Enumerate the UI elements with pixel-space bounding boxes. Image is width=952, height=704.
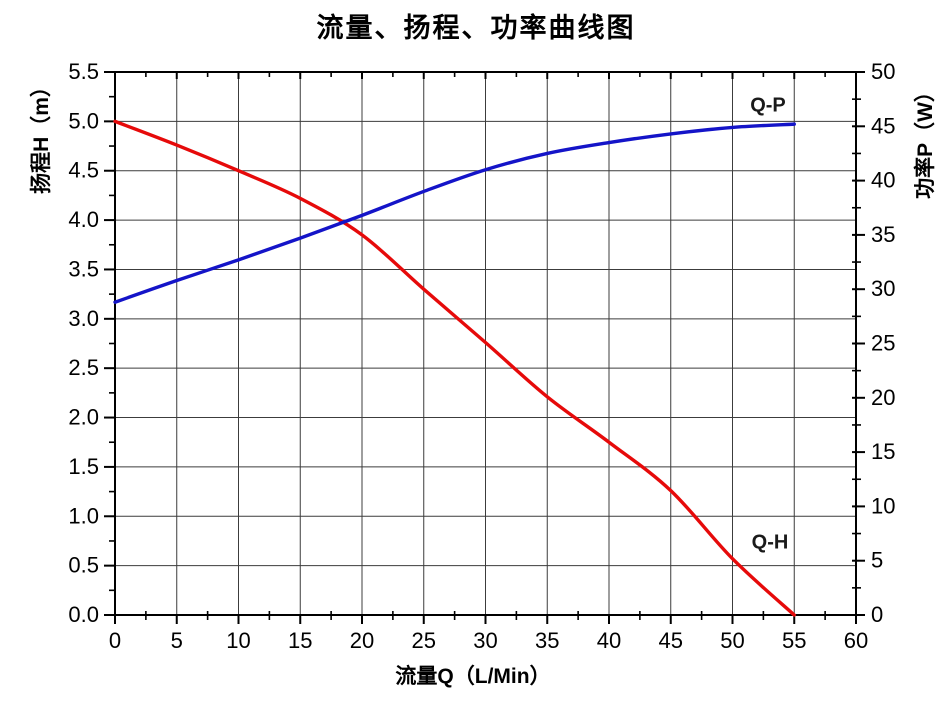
y-right-tick-label: 45 <box>871 113 895 138</box>
y-right-tick-label: 0 <box>871 602 883 627</box>
y-left-tick-label: 4.0 <box>68 207 99 232</box>
y-left-tick-label: 1.5 <box>68 454 99 479</box>
y-left-tick-label: 0.5 <box>68 553 99 578</box>
y-left-tick-label: 2.0 <box>68 405 99 430</box>
y-axis-left-title: 扬程H（m） <box>30 76 53 194</box>
x-tick-label: 15 <box>288 628 312 653</box>
qh-curve <box>113 119 796 617</box>
y-left-tick-label: 3.0 <box>68 306 99 331</box>
y-right-tick-label: 5 <box>871 548 883 573</box>
x-axis-title: 流量Q（L/Min） <box>395 665 551 688</box>
y-left-tick-label: 0.0 <box>68 602 99 627</box>
x-tick-label: 5 <box>171 628 183 653</box>
x-tick-label: 30 <box>473 628 497 653</box>
x-tick-label: 45 <box>659 628 683 653</box>
y-right-tick-label: 10 <box>871 493 895 518</box>
x-tick-label: 50 <box>720 628 744 653</box>
qp-curve-label: Q-P <box>750 94 786 117</box>
qh-curve-label: Q-H <box>751 531 789 554</box>
y-right-tick-label: 35 <box>871 222 895 247</box>
y-right-tick-label: 40 <box>871 168 895 193</box>
y-right-tick-label: 20 <box>871 385 895 410</box>
x-tick-label: 35 <box>535 628 559 653</box>
y-axis-right-title: 功率P（W） <box>914 81 937 199</box>
x-tick-label: 55 <box>782 628 806 653</box>
y-right-tick-label: 30 <box>871 276 895 301</box>
qp-curve <box>113 122 796 304</box>
y-left-tick-label: 4.5 <box>68 158 99 183</box>
y-left-tick-label: 5.5 <box>68 59 99 84</box>
y-left-tick-label: 3.5 <box>68 256 99 281</box>
x-tick-label: 0 <box>109 628 121 653</box>
y-right-tick-label: 15 <box>871 439 895 464</box>
y-right-tick-label: 50 <box>871 59 895 84</box>
x-tick-label: 25 <box>412 628 436 653</box>
x-tick-label: 40 <box>597 628 621 653</box>
y-left-tick-label: 1.0 <box>68 503 99 528</box>
chart-title: 流量、扬程、功率曲线图 <box>316 13 636 43</box>
x-tick-label: 60 <box>844 628 868 653</box>
y-left-tick-label: 2.5 <box>68 355 99 380</box>
x-tick-label: 20 <box>350 628 374 653</box>
y-left-tick-label: 5.0 <box>68 108 99 133</box>
x-tick-label: 10 <box>226 628 250 653</box>
y-right-tick-label: 25 <box>871 331 895 356</box>
